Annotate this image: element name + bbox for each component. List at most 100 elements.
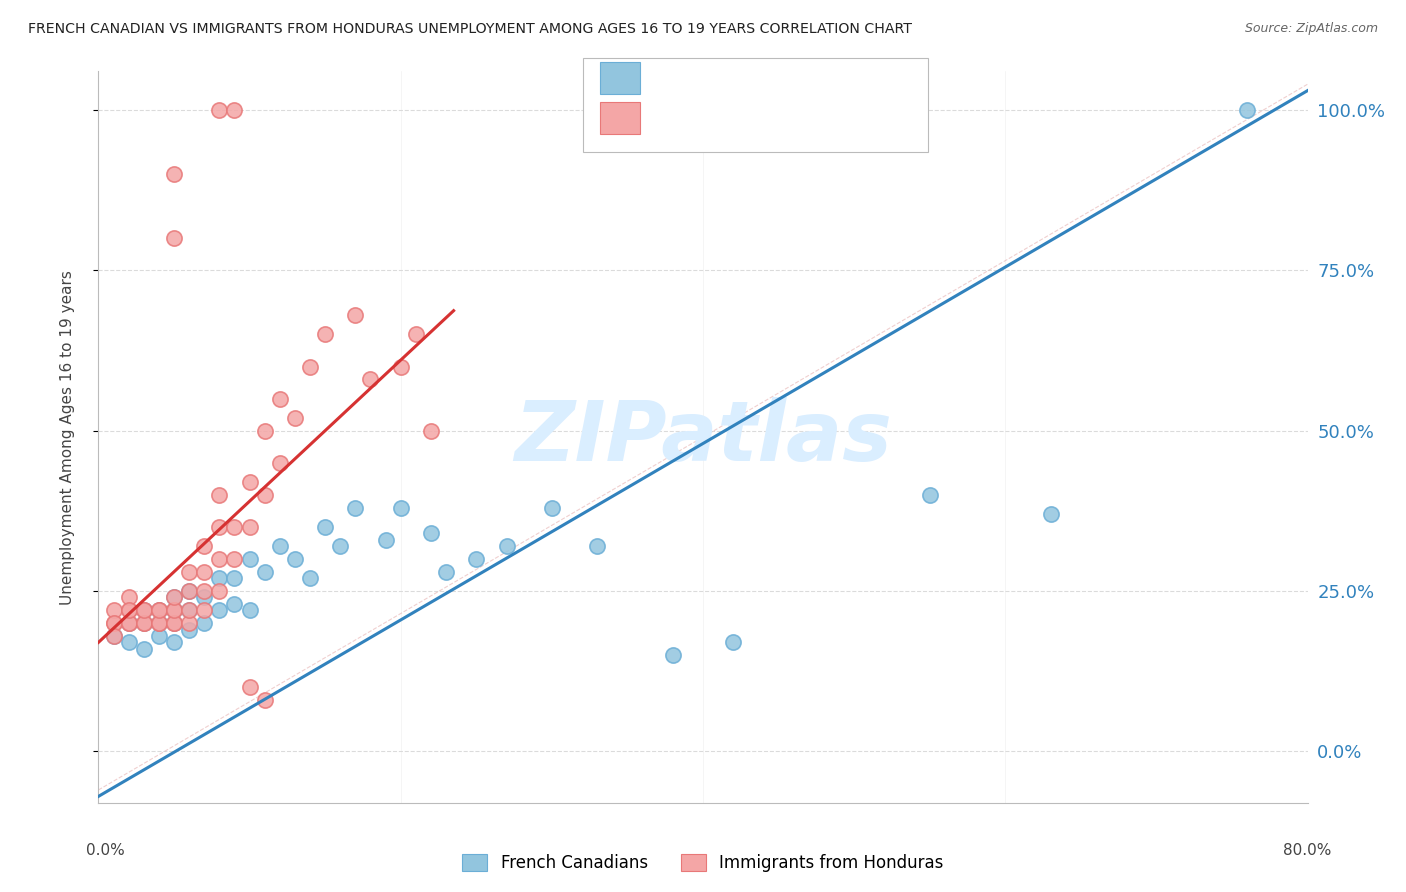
Point [163, 231, 186, 245]
Point [208, 488, 231, 502]
Point [132, 603, 155, 617]
Text: 0.0%: 0.0% [86, 843, 125, 858]
Point [360, 372, 382, 386]
Point [495, 539, 517, 553]
Point [163, 616, 186, 631]
Point [118, 603, 141, 617]
Point [179, 603, 201, 617]
Point [299, 571, 322, 585]
Point [420, 526, 443, 541]
Point [118, 616, 141, 631]
Point [179, 584, 201, 599]
Point [389, 500, 412, 515]
Point [148, 616, 170, 631]
Point [179, 623, 201, 637]
Point [253, 488, 276, 502]
Point [918, 488, 941, 502]
Point [132, 616, 155, 631]
Point [284, 410, 307, 425]
Text: R =: R = [651, 69, 690, 87]
Point [239, 552, 262, 566]
Point [163, 616, 186, 631]
Point [163, 603, 186, 617]
Point [208, 571, 231, 585]
Point [344, 500, 367, 515]
Point [269, 456, 291, 470]
Point [132, 603, 155, 617]
Point [193, 584, 215, 599]
Point [253, 565, 276, 579]
Point [224, 597, 246, 611]
Text: FRENCH CANADIAN VS IMMIGRANTS FROM HONDURAS UNEMPLOYMENT AMONG AGES 16 TO 19 YEA: FRENCH CANADIAN VS IMMIGRANTS FROM HONDU… [28, 22, 912, 37]
Point [465, 552, 488, 566]
Point [118, 616, 141, 631]
Point [163, 603, 186, 617]
Point [1236, 103, 1258, 117]
Point [224, 571, 246, 585]
Point [314, 327, 336, 342]
Text: N =: N = [768, 69, 820, 87]
Text: 56: 56 [817, 109, 842, 127]
Point [193, 565, 215, 579]
Point [239, 520, 262, 534]
Point [284, 552, 307, 566]
Point [193, 616, 215, 631]
Point [1039, 507, 1062, 521]
Text: 44: 44 [817, 69, 842, 87]
Point [118, 591, 141, 605]
Point [299, 359, 322, 374]
Point [239, 603, 262, 617]
Point [540, 500, 562, 515]
Point [148, 616, 170, 631]
Point [253, 424, 276, 438]
Point [239, 681, 262, 695]
Point [193, 603, 215, 617]
Point [148, 616, 170, 631]
Point [208, 584, 231, 599]
Point [420, 424, 443, 438]
Point [208, 520, 231, 534]
Point [163, 616, 186, 631]
Point [148, 603, 170, 617]
Point [224, 552, 246, 566]
Point [405, 327, 427, 342]
Point [118, 603, 141, 617]
Point [224, 103, 246, 117]
Point [239, 475, 262, 489]
Point [103, 629, 125, 643]
Point [148, 603, 170, 617]
Point [132, 616, 155, 631]
Point [389, 359, 412, 374]
Point [103, 629, 125, 643]
Point [132, 616, 155, 631]
Point [163, 635, 186, 649]
Point [344, 308, 367, 322]
Point [132, 603, 155, 617]
Point [661, 648, 683, 663]
Text: 0.794: 0.794 [693, 69, 749, 87]
Point [253, 693, 276, 707]
Text: Source: ZipAtlas.com: Source: ZipAtlas.com [1244, 22, 1378, 36]
Point [163, 591, 186, 605]
Point [269, 539, 291, 553]
Text: R =: R = [651, 109, 690, 127]
Point [103, 616, 125, 631]
Point [179, 565, 201, 579]
Point [179, 584, 201, 599]
Text: ZIPatlas: ZIPatlas [515, 397, 891, 477]
Point [163, 603, 186, 617]
Point [163, 167, 186, 181]
Text: 0.511: 0.511 [693, 109, 749, 127]
Point [118, 616, 141, 631]
Point [208, 103, 231, 117]
Point [132, 641, 155, 656]
Point [179, 603, 201, 617]
Text: N =: N = [768, 109, 820, 127]
Point [329, 539, 352, 553]
Point [208, 552, 231, 566]
Point [148, 629, 170, 643]
Point [179, 616, 201, 631]
Point [148, 603, 170, 617]
Point [723, 635, 745, 649]
Point [434, 565, 457, 579]
